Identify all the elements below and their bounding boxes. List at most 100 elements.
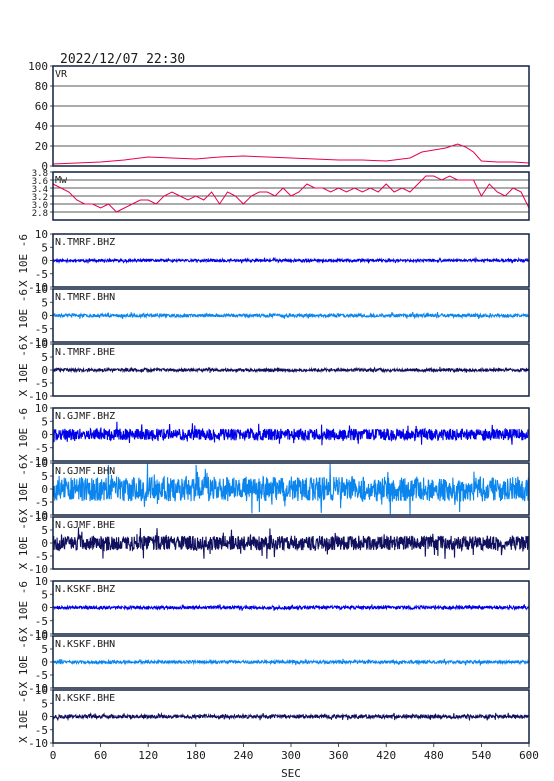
y-tick-label: -10 (28, 455, 48, 468)
panel-frame (52, 635, 530, 689)
x-axis-label: SEC (281, 767, 301, 780)
amplitude-unit-label: X 10E -6 (17, 234, 30, 287)
y-tick-label: 10 (35, 630, 48, 643)
amplitude-unit-label: X 10E -6 (17, 289, 30, 342)
panel-title: VR (55, 69, 68, 80)
x-tick-label: 540 (471, 749, 491, 762)
amplitude-unit-label: X 10E -6 (17, 344, 30, 397)
panel-frame (52, 580, 530, 635)
x-axis: 0 60 120 180 240 300 360 420 480 540 600 (50, 743, 539, 762)
x-tick-label: 60 (94, 749, 107, 762)
y-tick-label: -10 (28, 336, 48, 349)
y-tick-label: 10 (35, 575, 48, 588)
y-tick-label: -5 (35, 377, 48, 390)
y-tick-label: -5 (35, 615, 48, 628)
y-tick-label: -5 (35, 550, 48, 563)
waveform-trace (52, 421, 530, 446)
y-tick-label: 5 (41, 643, 48, 656)
x-tick-label: 240 (233, 749, 253, 762)
panel-title: N.KSKF.BHN (55, 639, 115, 650)
y-tick-label: 3.4 (32, 185, 48, 195)
y-tick-label: 0 (41, 429, 48, 442)
panel-frame (52, 343, 530, 397)
y-tick-label: 0 (41, 310, 48, 323)
waveform-trace (52, 711, 530, 722)
panel-title: N.KSKF.BHE (55, 693, 115, 704)
panel-vr: 0 20 40 60 80 100 VR (28, 60, 530, 173)
panel-frame (52, 462, 530, 516)
amplitude-unit-label: X 10E -6 (17, 581, 30, 634)
y-tick-label: 5 (41, 415, 48, 428)
y-tick-label: -5 (35, 268, 48, 281)
panel-title: N.TMRF.BHZ (55, 237, 115, 248)
amplitude-unit-label: X 10E -6 (17, 408, 30, 461)
y-tick-label: 5 (41, 351, 48, 364)
y-tick-label: 3.8 (32, 169, 48, 179)
waveform-trace (52, 527, 530, 559)
panel-frame (52, 233, 530, 288)
panel-title: N.GJMF.BHE (55, 520, 115, 531)
y-tick-label: -10 (28, 682, 48, 695)
y-tick-label: -10 (28, 628, 48, 641)
x-tick-label: 420 (376, 749, 396, 762)
panel-title: Mw (55, 175, 68, 186)
panel-frame (52, 65, 530, 167)
x-tick-label: 180 (186, 749, 206, 762)
y-tick-label: 0 (41, 602, 48, 615)
y-tick-label: 40 (35, 120, 48, 133)
y-tick-label: 10 (35, 511, 48, 524)
y-tick-label: 5 (41, 296, 48, 309)
amplitude-unit-label: X 10E -6 (17, 636, 30, 689)
y-tick-label: 5 (41, 697, 48, 710)
y-tick-label: 3.2 (32, 193, 48, 203)
panel-title: N.TMRF.BHE (55, 347, 115, 358)
y-tick-label: -5 (35, 496, 48, 509)
y-tick-label: 10 (35, 338, 48, 351)
panel-mw: 2.83.03.23.43.63.8 Mw (32, 169, 530, 221)
waveform-trace (52, 463, 530, 515)
x-tick-label: 120 (138, 749, 158, 762)
y-tick-label: 0 (41, 364, 48, 377)
y-tick-label: -10 (28, 281, 48, 294)
y-tick-label: -5 (35, 442, 48, 455)
y-tick-label: -5 (35, 669, 48, 682)
y-tick-label: 0 (41, 255, 48, 268)
panel-frame (52, 288, 530, 343)
waveform-trace (52, 366, 530, 374)
panel-frame (52, 516, 530, 570)
x-tick-label: 300 (281, 749, 301, 762)
x-tick-label: 480 (424, 749, 444, 762)
y-tick-label: 10 (35, 457, 48, 470)
waveform-trace (52, 658, 530, 666)
panel-title: N.KSKF.BHZ (55, 584, 115, 595)
panel-frame (52, 171, 530, 221)
y-tick-label: 5 (41, 588, 48, 601)
x-tick-label: 600 (519, 749, 539, 762)
y-tick-label: 0 (41, 656, 48, 669)
panel-title: N.GJMF.BHN (55, 466, 115, 477)
series-line (52, 143, 530, 165)
panel-title: N.GJMF.BHZ (55, 411, 115, 422)
y-tick-label: 20 (35, 140, 48, 153)
amplitude-unit-label: X 10E -6 (17, 463, 30, 516)
x-tick-label: 0 (50, 749, 57, 762)
y-tick-label: 10 (35, 402, 48, 415)
series-line (52, 175, 530, 213)
y-tick-label: -10 (28, 563, 48, 576)
y-tick-label: 0 (41, 160, 48, 173)
waveform-trace (52, 604, 530, 612)
panel-title: N.TMRF.BHN (55, 292, 115, 303)
y-tick-label: 0 (41, 711, 48, 724)
amplitude-unit-label: X 10E -6 (17, 517, 30, 570)
panels-group: 020406080100VR2.83.03.23.43.63.8Mw-10-50… (17, 60, 530, 750)
y-tick-label: 10 (35, 283, 48, 296)
waveform-trace (52, 256, 530, 265)
y-tick-label: 2.8 (32, 209, 48, 219)
